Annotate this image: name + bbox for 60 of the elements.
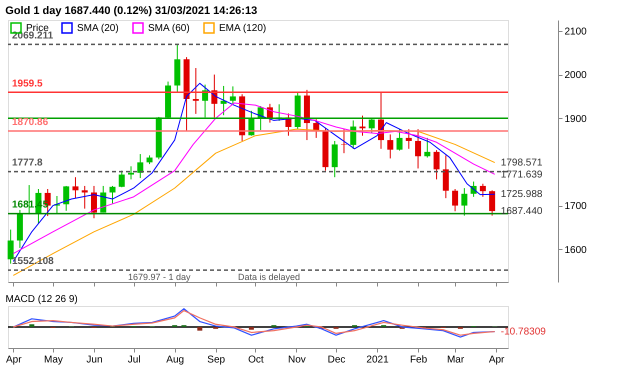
legend-label: SMA (60) [148,23,190,34]
candlestick [424,137,430,158]
candlestick [434,150,440,180]
annotation: 1687.440 [500,206,543,218]
candlestick [230,86,236,106]
x-tick-label: Oct [248,354,264,366]
x-tick-label: Jun [86,354,103,366]
candlestick [82,185,88,210]
candlestick [396,128,403,152]
annotation: 1798.571 [500,158,543,169]
y-tick-label: 1600 [564,244,588,256]
y-tick-label: 1900 [564,114,588,125]
candlestick [220,85,227,116]
x-tick-label: Mar [446,354,465,366]
candlestick [415,128,422,169]
candlestick [332,140,338,178]
ref-line-label: 1870.86 [12,116,49,128]
candlestick [452,188,458,212]
candlestick [72,176,78,199]
x-tick-label: 2021 [366,354,390,366]
annotation: 1771.639 [500,169,543,180]
candlestick [406,128,412,150]
annotation: Data is delayed [238,272,300,282]
candlestick [137,154,144,179]
candlestick [387,134,394,159]
x-tick-label: May [44,354,63,366]
candlestick [109,185,116,204]
candlestick [461,188,468,216]
ref-line-label: 1777.8 [12,158,44,169]
candlestick [480,183,486,198]
candlestick [340,128,347,154]
chart-title: MACD (12 26 9) [6,294,78,305]
candlestick [368,118,375,134]
candlestick [118,170,125,188]
annotation: 1725.988 [500,189,543,200]
chart-title: Gold 1 day 1687.440 (0.12%) 31/03/2021 14:26:13 [5,5,258,17]
candlestick [192,68,199,114]
annotation: -10.78309 [500,326,546,338]
ref-line-label: 1959.5 [12,78,44,90]
candlestick [359,115,366,136]
x-tick-label: Aug [166,354,184,366]
candlestick [350,120,356,150]
x-tick-label: Jul [128,354,141,366]
legend-label: SMA (20) [77,23,119,34]
x-tick-label: Apr [6,354,22,366]
candlestick [63,185,70,212]
candlestick [90,185,97,219]
y-tick-label: 2000 [564,70,588,82]
candlestick [489,190,496,216]
x-tick-label: Apr [488,354,506,366]
x-tick-label: Feb [410,354,428,366]
y-tick-label: 2100 [564,26,588,38]
candlestick [442,154,449,199]
y-tick-label: 1700 [564,201,588,212]
candlestick [8,229,14,264]
annotation: 1679.97 - 1 day [128,272,192,282]
x-tick-label: Sep [207,354,226,366]
x-tick-label: Nov [288,354,306,366]
x-tick-label: Dec [328,354,346,366]
legend-label: EMA (120) [219,23,266,34]
